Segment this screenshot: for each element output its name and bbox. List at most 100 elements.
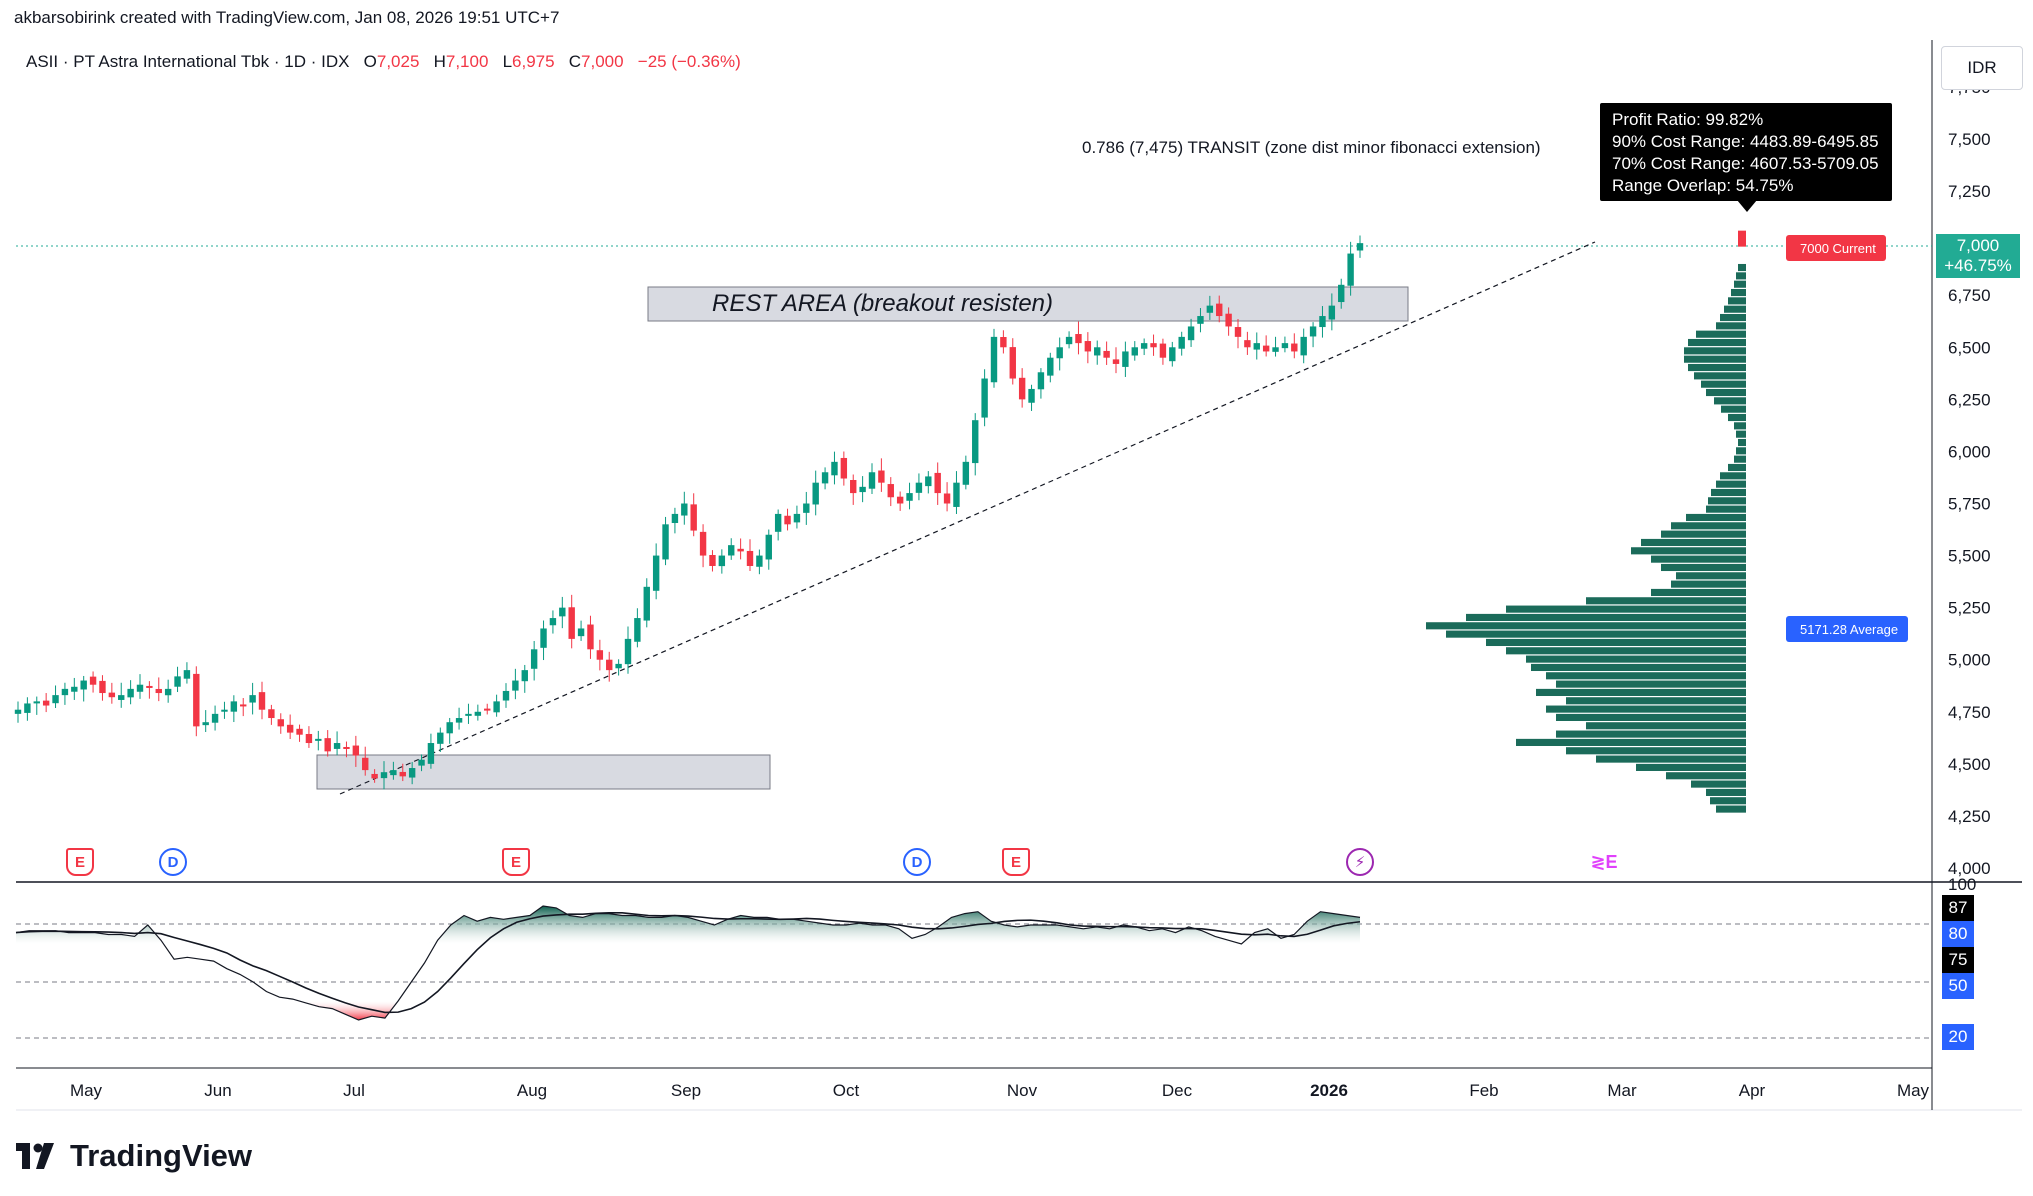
candle-body [42, 700, 50, 706]
candle-body [596, 650, 604, 660]
tradingview-logo[interactable]: TradingView [16, 1138, 252, 1174]
candle-body [277, 719, 284, 727]
candle-body [615, 663, 622, 669]
profile-bar [1636, 763, 1746, 771]
time-tick-label: Mar [1607, 1081, 1637, 1100]
candle-body [418, 759, 425, 766]
candle-body [934, 472, 941, 494]
candle-body [962, 461, 970, 485]
candle-body [1319, 316, 1326, 328]
time-tick-label: Jun [204, 1081, 231, 1100]
candle-body [784, 515, 791, 525]
price-axis[interactable]: 7,7507,5007,2507,0006,7506,5006,2506,000… [1948, 78, 1991, 878]
candle-body [840, 457, 848, 479]
candle-body [296, 728, 303, 735]
candle-body [465, 713, 472, 716]
range-overlap: Range Overlap: 54.75% [1612, 176, 1794, 195]
profile-bar [1736, 447, 1746, 455]
last-price-change: +46.75% [1944, 256, 2012, 275]
candle-body [474, 711, 482, 716]
upcoming-earnings-icon[interactable]: ≷E [1590, 851, 1618, 872]
profile-bar [1546, 672, 1746, 680]
time-tick-label: Jul [343, 1081, 365, 1100]
price-tick-label: 7,250 [1948, 182, 1991, 201]
profile-bar [1426, 622, 1746, 630]
profile-bar [1586, 722, 1746, 730]
candle-body [821, 472, 829, 484]
profile-bar [1728, 463, 1746, 472]
time-tick-label: Dec [1162, 1081, 1193, 1100]
candle-body [662, 524, 669, 560]
price-tick-label: 6,750 [1948, 286, 1991, 305]
candle-body [850, 479, 857, 494]
profile-bar [1711, 488, 1746, 497]
candle-body [1009, 347, 1016, 379]
rest-area-box[interactable] [647, 286, 1409, 322]
currency-button[interactable]: IDR [1941, 46, 2023, 90]
dividend-icon[interactable]: D [159, 848, 187, 876]
candle-body [446, 722, 453, 734]
base-zone-box[interactable] [316, 754, 771, 790]
candle-body [1281, 343, 1289, 349]
rsi-fill-overbought [16, 906, 1360, 944]
earnings-icon[interactable]: E [66, 848, 94, 876]
symbol-name[interactable]: ASII · PT Astra International Tbk · 1D ·… [26, 52, 350, 71]
cost-distribution-tooltip: Profit Ratio: 99.82% 90% Cost Range: 448… [1600, 103, 1892, 201]
flash-event-icon[interactable]: ⚡ [1346, 848, 1374, 876]
profile-bar [1731, 288, 1746, 297]
candle-body [99, 680, 106, 694]
profile-bar [1671, 580, 1746, 588]
profile-bar [1710, 797, 1746, 805]
profile-bar [1531, 663, 1746, 672]
dividend-icon[interactable]: D [903, 848, 931, 876]
uptrend-line[interactable] [339, 241, 1596, 795]
candle-body [972, 420, 979, 464]
candle-body [896, 496, 904, 504]
cost-range-70: 70% Cost Range: 4607.53-5709.05 [1612, 154, 1879, 173]
candle-body [1272, 347, 1279, 352]
candle-body [878, 470, 885, 483]
earnings-icon[interactable]: E [1002, 848, 1030, 876]
profile-bar [1724, 305, 1746, 313]
profile-bar [1706, 788, 1746, 796]
profile-bar [1728, 297, 1746, 305]
candle-body [230, 701, 238, 712]
candle-body [408, 768, 416, 778]
candle-body [183, 670, 191, 679]
candle-body [89, 676, 97, 685]
time-axis[interactable]: May Jun Jul Aug Sep Oct Nov Dec 2026 Feb Mar Apr May [70, 1081, 1930, 1100]
profile-bar [1714, 397, 1746, 405]
time-tick-label: Nov [1007, 1081, 1038, 1100]
low-label: L [502, 52, 513, 71]
candle-body [690, 504, 697, 531]
profile-bar [1688, 338, 1746, 347]
rsi-fill-oversold [16, 1001, 1360, 1020]
time-tick-label: Aug [517, 1081, 547, 1100]
candle-body [61, 688, 69, 696]
earnings-icon[interactable]: E [502, 848, 530, 876]
candle-body [671, 513, 679, 524]
candle-body [559, 607, 566, 617]
price-tick-label: 5,000 [1948, 651, 1991, 670]
profile-bar [1631, 547, 1746, 555]
open-label: O [363, 52, 377, 71]
profile-bar [1586, 597, 1746, 605]
candle-body [136, 684, 144, 692]
candle-body [1234, 327, 1242, 337]
low-value: 6,975 [512, 52, 555, 71]
candle-body [268, 709, 275, 719]
candle-body [33, 701, 40, 704]
profile-bar [1556, 713, 1746, 721]
candle-body [681, 503, 688, 516]
candle-body [718, 555, 726, 567]
candle-body [455, 718, 463, 723]
time-tick-label: Oct [833, 1081, 860, 1100]
profile-bar [1651, 555, 1746, 563]
price-tick-label: 4,750 [1948, 703, 1991, 722]
profile-bar [1546, 705, 1746, 713]
candle-body [1150, 343, 1157, 348]
profile-bar [1734, 455, 1746, 463]
profile-bar [1688, 363, 1746, 372]
candle-body [577, 628, 585, 637]
